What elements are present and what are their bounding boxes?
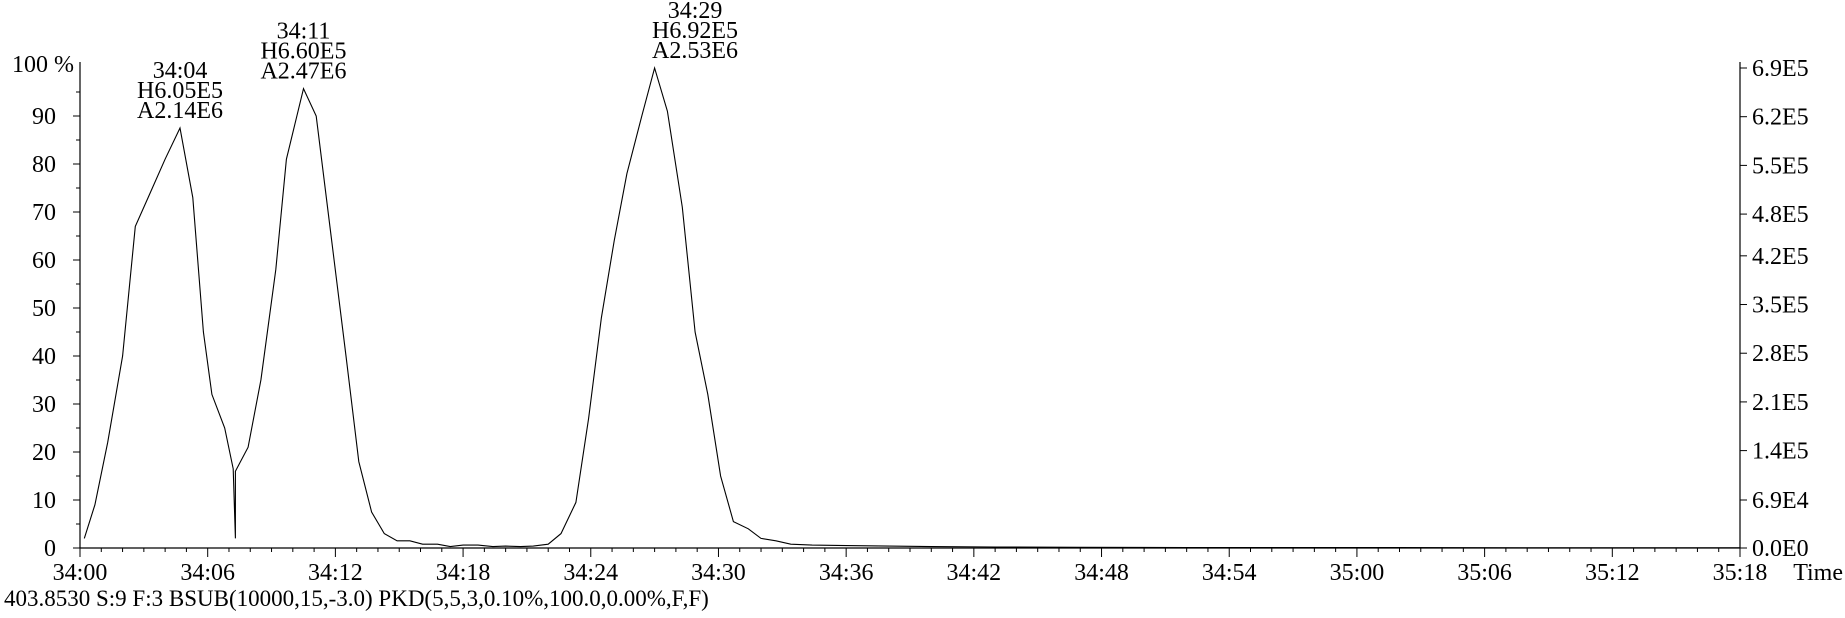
- x-tick-label: 34:48: [1074, 560, 1129, 586]
- right-tick-label: 6.2E5: [1752, 105, 1809, 131]
- left-tick-label: 60: [32, 248, 56, 274]
- right-tick-label: 6.9E4: [1752, 488, 1809, 514]
- trace-layer: [83, 65, 1741, 549]
- x-axis-ticks: 34:00 34:06 34:12 34:18 34:24 34:30 34:36 34:42…: [53, 548, 1843, 586]
- right-tick-label: 1.4E5: [1752, 439, 1809, 465]
- left-axis-unit-label: 100 %: [12, 52, 74, 78]
- right-tick-label: 3.5E5: [1752, 293, 1809, 319]
- right-tick-label: 5.5E5: [1752, 153, 1809, 179]
- peak-label-line: H6.60E5: [260, 39, 346, 65]
- right-tick-label: 2.1E5: [1752, 390, 1809, 416]
- x-tick-label: 35:00: [1330, 560, 1385, 586]
- peak-label-line: A2.47E6: [260, 59, 346, 85]
- peak-labels: 34:04H6.05E5A2.14E634:11H6.60E5A2.47E634…: [137, 0, 738, 124]
- chromatogram-trace: [83, 65, 1740, 549]
- peak-label-line: A2.14E6: [137, 98, 223, 124]
- x-tick-label: 35:12: [1585, 560, 1640, 586]
- right-tick-label: 2.8E5: [1752, 341, 1809, 367]
- right-tick-label: 4.2E5: [1752, 244, 1809, 270]
- x-tick-label: 34:12: [308, 560, 363, 586]
- acquisition-parameters-footer: 403.8530 S:9 F:3 BSUB(10000,15,-3.0) PKD…: [4, 586, 709, 611]
- x-axis-label: Time: [1793, 560, 1843, 586]
- x-tick-label: 34:18: [436, 560, 491, 586]
- left-tick-label: 20: [32, 440, 56, 466]
- left-axis-ticks: 0 10 20 30 40 50 60 70 80 90 100 %: [12, 52, 80, 562]
- left-tick-label: 10: [32, 488, 56, 514]
- x-tick-label: 34:24: [563, 560, 618, 586]
- left-tick-label: 0: [44, 536, 56, 562]
- x-tick-label: 34:06: [180, 560, 235, 586]
- peak-label-line: 34:11: [277, 19, 331, 45]
- x-tick-label: 34:54: [1202, 560, 1257, 586]
- left-tick-label: 80: [32, 152, 56, 178]
- right-tick-label: 6.9E5: [1752, 56, 1809, 82]
- right-tick-label: 4.8E5: [1752, 202, 1809, 228]
- left-tick-label: 50: [32, 296, 56, 322]
- axes: [79, 62, 1741, 549]
- peak-label-line: 34:29: [668, 0, 723, 24]
- left-tick-label: 30: [32, 392, 56, 418]
- x-tick-label: 35:18: [1713, 560, 1768, 586]
- peak-label-line: H6.92E5: [652, 18, 738, 44]
- right-axis-ticks: 0.0E0 6.9E4 1.4E5 2.1E5 2.8E5 3.5E5 4.2E5 4.8E5…: [1740, 56, 1809, 562]
- x-tick-label: 34:42: [947, 560, 1002, 586]
- left-tick-label: 40: [32, 344, 56, 370]
- left-tick-label: 90: [32, 104, 56, 130]
- x-tick-label: 34:30: [691, 560, 746, 586]
- x-tick-label: 34:36: [819, 560, 874, 586]
- x-tick-label: 34:00: [53, 560, 108, 586]
- peak-label-line: A2.53E6: [652, 38, 738, 64]
- peak-label-line: 34:04: [153, 58, 208, 84]
- left-tick-label: 70: [32, 200, 56, 226]
- x-tick-label: 35:06: [1457, 560, 1512, 586]
- right-tick-label: 0.0E0: [1752, 536, 1809, 562]
- peak-label-line: H6.05E5: [137, 78, 223, 104]
